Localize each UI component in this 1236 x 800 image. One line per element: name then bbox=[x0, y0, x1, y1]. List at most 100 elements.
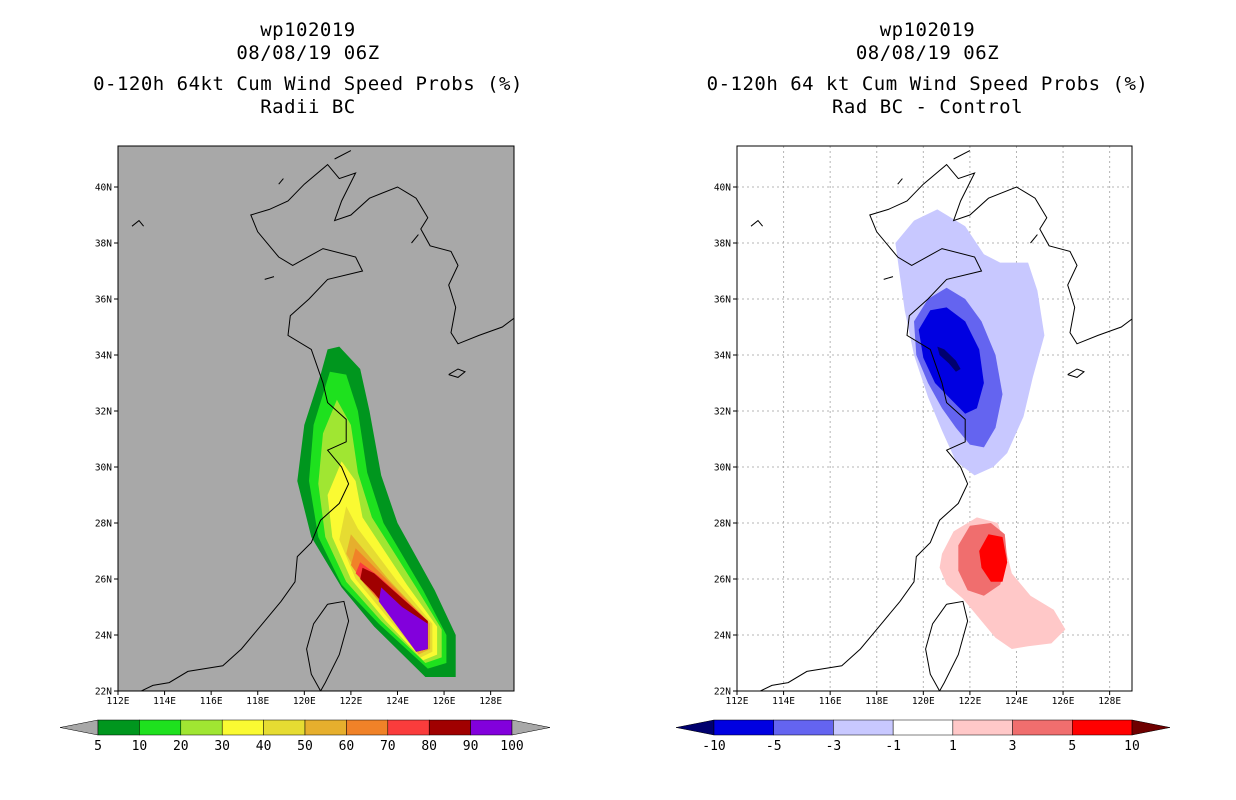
coastline bbox=[750, 219, 763, 227]
colorbar-swatch bbox=[97, 719, 140, 736]
left-probability-swath bbox=[297, 346, 456, 677]
colorbar-label: 70 bbox=[380, 739, 396, 754]
left-subtitle: Radii BC bbox=[260, 96, 356, 118]
coastline bbox=[1030, 234, 1038, 244]
lat-tick-label: 22N bbox=[714, 687, 731, 698]
coastline bbox=[264, 276, 275, 280]
lon-tick-label: 126E bbox=[433, 696, 456, 707]
lon-tick-label: 128E bbox=[1098, 696, 1121, 707]
left-title: 0-120h 64kt Cum Wind Speed Probs (%) bbox=[93, 73, 523, 95]
colorbar-swatch bbox=[180, 719, 223, 736]
lon-tick-label: 124E bbox=[1005, 696, 1028, 707]
lat-tick-label: 32N bbox=[95, 407, 112, 418]
right-colorbar: -10 -5 -3 -1 1 3 5 10 bbox=[675, 719, 1171, 754]
lat-tick-label: 28N bbox=[714, 519, 731, 530]
lat-tick-label: 34N bbox=[95, 351, 112, 362]
lon-tick-label: 126E bbox=[1052, 696, 1075, 707]
colorbar-label: 50 bbox=[297, 739, 313, 754]
colorbar-label: 1 bbox=[949, 739, 957, 754]
coastline bbox=[1067, 368, 1085, 378]
colorbar-label: 10 bbox=[1124, 739, 1140, 754]
colorbar-label: 90 bbox=[463, 739, 479, 754]
lat-tick-label: 40N bbox=[714, 183, 731, 194]
colorbar-swatch bbox=[773, 719, 834, 736]
lat-tick-label: 30N bbox=[714, 463, 731, 474]
colorbar-under bbox=[59, 719, 99, 736]
lon-tick-label: 124E bbox=[386, 696, 409, 707]
right-coastlines bbox=[750, 150, 1132, 691]
coastline bbox=[140, 163, 514, 691]
colorbar-label: -5 bbox=[766, 739, 782, 754]
colorbar-swatch bbox=[1072, 719, 1133, 736]
lat-tick-label: 38N bbox=[714, 239, 731, 250]
colorbar-under bbox=[675, 719, 715, 736]
colorbar-swatch bbox=[713, 719, 774, 736]
lat-tick-label: 26N bbox=[714, 575, 731, 586]
coastline bbox=[131, 219, 144, 227]
lon-tick-label: 114E bbox=[153, 696, 176, 707]
colorbar-label: 5 bbox=[94, 739, 102, 754]
coastline bbox=[334, 150, 352, 160]
colorbar-label: 10 bbox=[132, 739, 148, 754]
coastline bbox=[953, 150, 971, 160]
lon-tick-label: 116E bbox=[819, 696, 842, 707]
colorbar-label: 60 bbox=[339, 739, 355, 754]
colorbar-swatch bbox=[139, 719, 182, 736]
colorbar-swatch bbox=[304, 719, 347, 736]
lat-tick-label: 34N bbox=[714, 351, 731, 362]
lon-tick-label: 112E bbox=[107, 696, 130, 707]
lat-tick-label: 38N bbox=[95, 239, 112, 250]
lon-tick-label: 116E bbox=[200, 696, 223, 707]
colorbar-swatch bbox=[346, 719, 389, 736]
colorbar-label: 80 bbox=[421, 739, 437, 754]
colorbar-swatch bbox=[428, 719, 471, 736]
colorbar-swatch bbox=[263, 719, 306, 736]
left-datetime: 08/08/19 06Z bbox=[236, 42, 380, 64]
coastline bbox=[925, 600, 969, 691]
colorbar-swatch bbox=[221, 719, 264, 736]
colorbar-swatch bbox=[1012, 719, 1073, 736]
lat-tick-label: 40N bbox=[95, 183, 112, 194]
coastline bbox=[897, 178, 903, 185]
colorbar-swatch bbox=[470, 719, 513, 736]
colorbar-label: -1 bbox=[885, 739, 901, 754]
colorbar-swatch bbox=[387, 719, 430, 736]
right-title: 0-120h 64 kt Cum Wind Speed Probs (%) bbox=[706, 73, 1149, 95]
coastline bbox=[883, 276, 894, 280]
colorbar-label: 100 bbox=[500, 739, 523, 754]
lon-tick-label: 118E bbox=[246, 696, 269, 707]
left-title-block: wp102019 08/08/19 06Z 0-120h 64kt Cum Wi… bbox=[58, 19, 558, 119]
right-subtitle: Rad BC - Control bbox=[831, 96, 1024, 118]
coastline bbox=[448, 368, 466, 378]
left-map-frame bbox=[117, 145, 515, 692]
right-datetime: 08/08/19 06Z bbox=[855, 42, 1000, 64]
lon-tick-label: 118E bbox=[865, 696, 888, 707]
lat-tick-label: 28N bbox=[95, 519, 112, 530]
colorbar-label: 3 bbox=[1009, 739, 1017, 754]
coastline bbox=[411, 234, 419, 244]
colorbar-label: 40 bbox=[256, 739, 272, 754]
colorbar-swatch bbox=[833, 719, 894, 736]
lon-tick-label: 122E bbox=[958, 696, 981, 707]
lon-tick-label: 120E bbox=[912, 696, 935, 707]
coastline bbox=[759, 163, 1132, 691]
colorbar-over bbox=[511, 719, 551, 736]
lat-tick-label: 26N bbox=[95, 575, 112, 586]
lat-tick-label: 24N bbox=[95, 631, 112, 642]
prob-contour-90 bbox=[378, 587, 428, 652]
right-storm-id: wp102019 bbox=[879, 19, 976, 41]
colorbar-label: 20 bbox=[173, 739, 189, 754]
diff-contour-5 bbox=[979, 534, 1008, 582]
lat-tick-label: 24N bbox=[714, 631, 731, 642]
coastline bbox=[306, 600, 350, 691]
left-coastlines bbox=[131, 150, 514, 691]
right-title-block: wp102019 08/08/19 06Z 0-120h 64 kt Cum W… bbox=[675, 19, 1180, 119]
colorbar-swatch bbox=[952, 719, 1013, 736]
colorbar-over bbox=[1131, 719, 1171, 736]
lat-tick-label: 30N bbox=[95, 463, 112, 474]
lon-tick-label: 128E bbox=[479, 696, 502, 707]
left-storm-id: wp102019 bbox=[260, 19, 356, 41]
